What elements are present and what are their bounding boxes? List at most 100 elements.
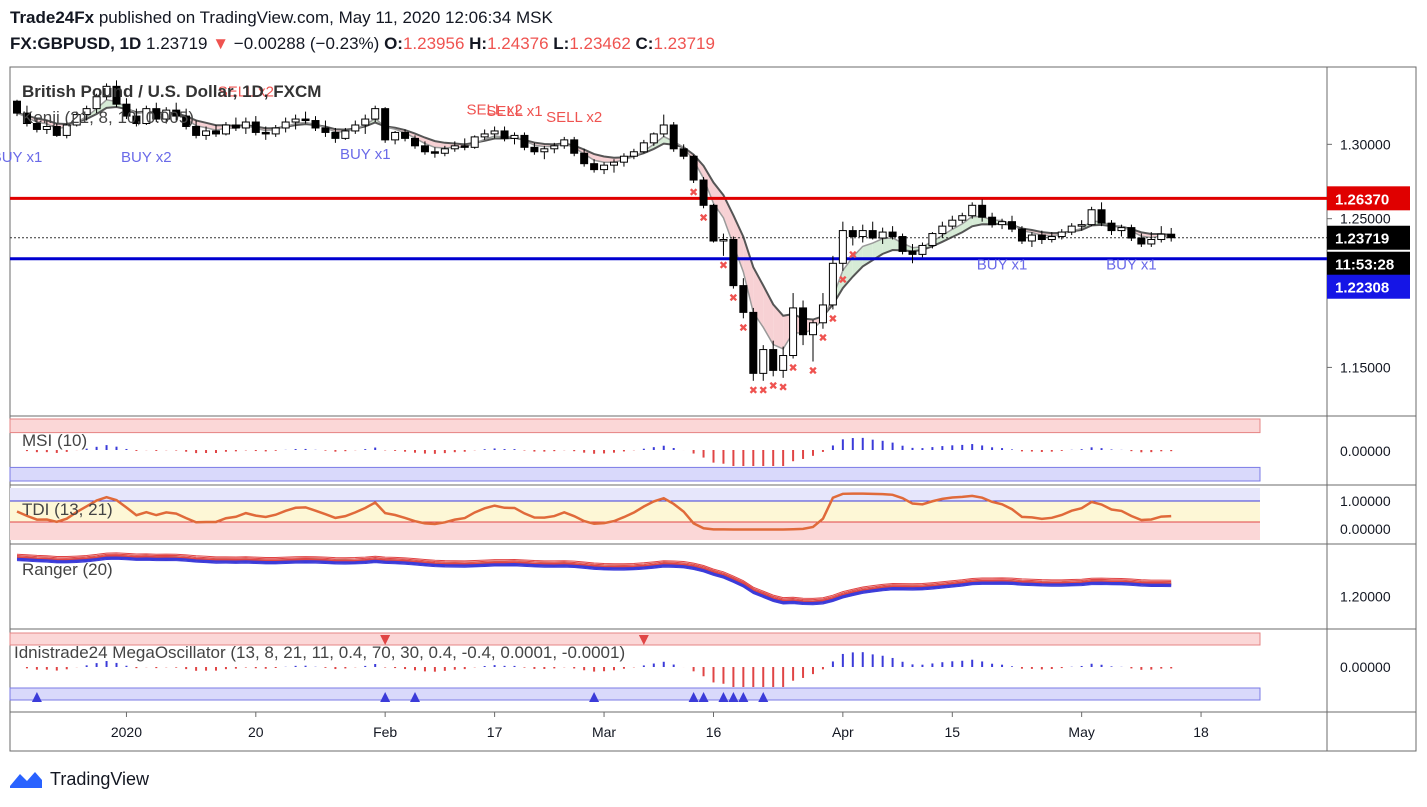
candle-body xyxy=(610,161,618,166)
candle-body xyxy=(500,130,509,139)
msi-tick-label: 0.00000 xyxy=(1340,443,1391,459)
candle-body xyxy=(371,108,380,120)
sell-signal-label: SELL x2 xyxy=(546,109,602,126)
time-tick-label: May xyxy=(1068,724,1094,740)
kenji-band-segment xyxy=(584,149,595,161)
tdi-line xyxy=(16,492,1172,531)
candle-body xyxy=(1037,234,1046,241)
signal-cross-marker: ✖ xyxy=(729,292,738,305)
kenji-band-segment xyxy=(882,237,893,254)
candle-body xyxy=(898,236,907,252)
time-tick-label: 20 xyxy=(248,724,264,740)
candle-body xyxy=(202,130,211,136)
candle-body xyxy=(958,215,967,221)
candle-body xyxy=(858,230,867,238)
candle-body xyxy=(878,231,887,239)
signal-cross-marker: ✖ xyxy=(818,332,827,345)
time-tick-label: 17 xyxy=(487,724,503,740)
signal-cross-marker: ✖ xyxy=(699,211,708,224)
candle-body xyxy=(251,121,260,133)
candle-body xyxy=(600,164,609,171)
candle-body xyxy=(818,304,827,324)
mega-up-arrow-icon xyxy=(758,692,769,702)
candle-body xyxy=(221,124,230,135)
signal-cross-marker: ✖ xyxy=(838,274,847,287)
candle-body xyxy=(1147,239,1156,245)
candle-body xyxy=(401,131,410,139)
candle-body xyxy=(928,233,937,246)
ranger-band-line xyxy=(16,558,1172,606)
high-value: 1.24376 xyxy=(487,34,549,53)
candle-body xyxy=(301,118,310,122)
candle-body xyxy=(769,349,778,371)
mega-down-arrow-icon xyxy=(638,635,649,645)
candle-body xyxy=(789,307,798,357)
candle-body xyxy=(649,133,658,144)
tdi-label: TDI (13, 21) xyxy=(22,500,113,519)
signal-cross-marker: ✖ xyxy=(828,312,837,325)
candle-body xyxy=(619,155,628,163)
candle-body xyxy=(440,148,449,154)
candle-body xyxy=(520,134,529,148)
publish-line: Trade24Fx published on TradingView.com, … xyxy=(10,8,553,28)
chart-title: British Pound / U.S. Dollar, 1D, FXCM xyxy=(22,82,321,101)
candle-body xyxy=(828,262,837,306)
low-label: L: xyxy=(553,34,570,53)
buy-signal-label: BUY x1 xyxy=(1106,256,1157,273)
open-value: 1.23956 xyxy=(402,34,465,53)
candle-body xyxy=(1097,209,1106,224)
tdi-lower-zone xyxy=(10,522,1260,540)
candle-body xyxy=(152,108,161,120)
candle-body xyxy=(908,250,917,255)
time-tick-label: Apr xyxy=(832,724,854,740)
candle-body xyxy=(868,230,877,239)
kenji-slow-line xyxy=(16,106,1172,321)
buy-signal-label: BUY x1 xyxy=(0,149,42,166)
candle-body xyxy=(341,130,350,139)
candle-body xyxy=(1017,228,1026,242)
candle-body xyxy=(241,121,250,129)
signal-cross-marker: ✖ xyxy=(719,259,728,272)
candle-body xyxy=(629,151,638,157)
low-value: 1.23462 xyxy=(569,34,631,53)
mega-oversold-zone xyxy=(9,687,1261,701)
countdown-badge: 11:53:28 xyxy=(1335,257,1394,274)
last-price-badge-bg xyxy=(1327,225,1410,250)
signal-cross-marker: ✖ xyxy=(769,379,778,392)
high-label: H: xyxy=(469,34,488,53)
candle-body xyxy=(1107,222,1116,232)
close-label: C: xyxy=(635,34,654,53)
msi-overbought-zone xyxy=(9,418,1261,434)
candle-body xyxy=(231,124,240,129)
tradingview-logo[interactable]: TradingView xyxy=(8,768,149,790)
published-text: published on TradingView.com, May 11, 20… xyxy=(98,8,553,27)
signal-cross-marker: ✖ xyxy=(848,248,857,261)
candle-body xyxy=(212,130,220,135)
kenji-band-segment xyxy=(424,137,435,148)
overlay-label: Kenji (21, 8, 10, 0.005) xyxy=(22,108,194,127)
candle-body xyxy=(391,131,400,141)
candle-body xyxy=(570,139,579,154)
mega-up-arrow-icon xyxy=(31,692,42,702)
candle-body xyxy=(430,151,439,154)
candle-body xyxy=(112,85,121,105)
candle-body xyxy=(470,136,479,148)
time-tick-label: 15 xyxy=(945,724,961,740)
support-badge: 1.22308 xyxy=(1335,280,1389,297)
mega-up-arrow-icon xyxy=(589,692,600,702)
close-value: 1.23719 xyxy=(653,34,715,53)
candle-body xyxy=(1127,227,1136,239)
time-tick-label: 2020 xyxy=(111,724,142,740)
signal-cross-marker: ✖ xyxy=(689,186,698,199)
candle-body xyxy=(122,103,131,117)
kenji-band-segment xyxy=(852,246,863,277)
candle-body xyxy=(460,145,469,148)
candle-body xyxy=(331,131,340,139)
time-tick-label: 18 xyxy=(1193,724,1209,740)
signal-cross-marker: ✖ xyxy=(759,384,768,397)
candle-body xyxy=(1008,221,1016,230)
candle-body xyxy=(580,152,589,165)
candle-body xyxy=(281,121,290,129)
last-price-badge: 1.23719 xyxy=(1335,231,1389,248)
